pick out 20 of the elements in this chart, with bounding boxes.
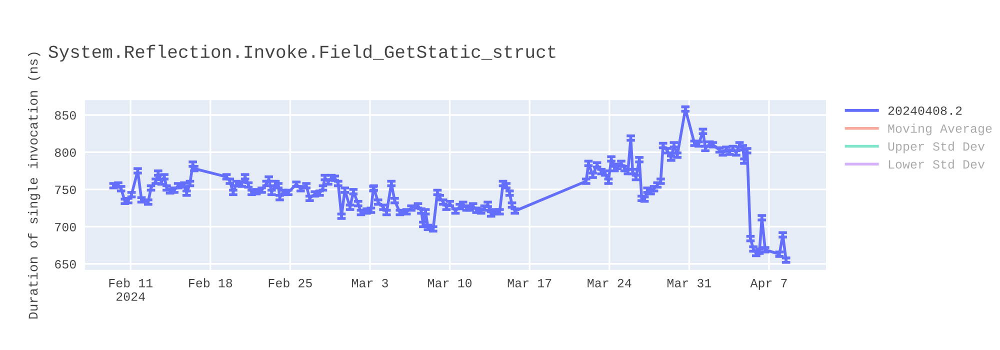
x-tick-label: Mar 3 bbox=[352, 278, 388, 288]
y-tick-label: 750 bbox=[55, 186, 76, 194]
x-tick-label: Feb 25 bbox=[268, 278, 312, 288]
y-tick-label: 700 bbox=[55, 222, 76, 232]
y-axis-title: Duration of single invocation (ns) bbox=[28, 52, 40, 319]
legend-label: 20240408.2 bbox=[888, 106, 962, 115]
x-tick-label: Mar 17 bbox=[508, 279, 552, 288]
legend-label: Lower Std Dev bbox=[888, 159, 985, 169]
x-tick-label: Feb 11 2024 bbox=[109, 278, 152, 301]
x-tick-label: Mar 24 bbox=[588, 278, 632, 288]
y-tick-label: 850 bbox=[54, 111, 76, 120]
y-tick-label: 800 bbox=[54, 148, 76, 157]
x-tick-label: Apr 7 bbox=[750, 279, 787, 290]
legend-label: Moving Average bbox=[888, 124, 992, 136]
x-tick-label: Mar 10 bbox=[428, 278, 472, 288]
y-tick-label: 650 bbox=[55, 260, 76, 269]
chart-title: System.Reflection.Invoke.Field_GetStatic_struct bbox=[48, 44, 556, 62]
x-tick-label: Feb 18 bbox=[189, 278, 232, 288]
legend-label: Upper Std Dev bbox=[888, 142, 985, 154]
x-tick-label: Mar 31 bbox=[667, 278, 712, 288]
